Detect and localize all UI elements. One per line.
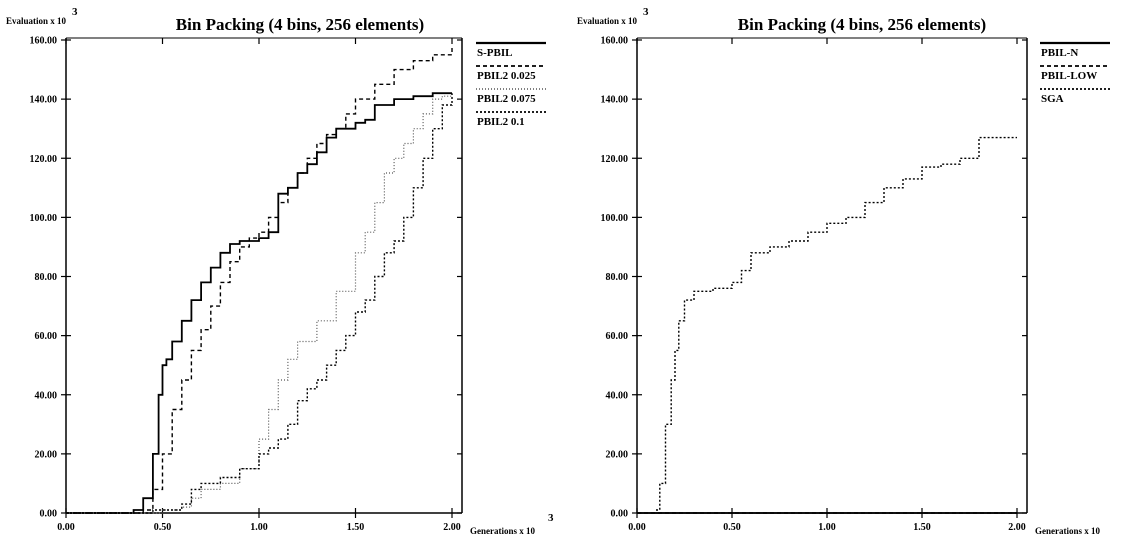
x-tick-label: 2.00 (443, 522, 461, 533)
y-axis-label: Evaluation x 10 (577, 16, 638, 26)
x-tick-label: 1.50 (913, 522, 931, 533)
y-tick-label: 0.00 (40, 509, 58, 520)
y-tick-label: 20.00 (606, 449, 629, 460)
series-line-1 (66, 45, 453, 514)
legend-label-0: PBIL-N (1041, 47, 1078, 59)
x-axis-label: Generations x 10 (1035, 526, 1100, 536)
y-axis-label-exponent: 3 (72, 6, 78, 18)
legend-label-1: PBIL2 0.025 (477, 70, 536, 82)
y-tick-label: 40.00 (35, 390, 58, 401)
series-line-2 (66, 93, 453, 514)
y-tick-label: 80.00 (35, 272, 58, 283)
y-tick-label: 40.00 (606, 390, 629, 401)
legend-label-3: PBIL2 0.1 (477, 116, 525, 128)
chart-title: Bin Packing (4 bins, 256 elements) (176, 15, 424, 34)
x-axis-label-exponent: 3 (548, 512, 554, 524)
series-line-0 (66, 92, 452, 514)
series-line-3 (66, 93, 453, 514)
y-tick-label: 140.00 (30, 95, 58, 106)
y-tick-label: 140.00 (601, 95, 629, 106)
x-tick-label: 1.50 (347, 522, 365, 533)
chart-left: Bin Packing (4 bins, 256 elements) Evalua… (6, 6, 554, 536)
y-tick-label: 60.00 (35, 331, 58, 342)
x-tick-label: 1.00 (250, 522, 268, 533)
y-tick-label: 0.00 (611, 509, 629, 520)
y-tick-label: 100.00 (601, 213, 629, 224)
y-tick-label: 60.00 (606, 331, 629, 342)
legend-label-0: S-PBIL (477, 47, 512, 59)
y-axis-label: Evaluation x 10 (6, 16, 67, 26)
y-axis-label-exponent: 3 (643, 6, 649, 18)
legend-label-1: PBIL-LOW (1041, 70, 1097, 82)
legend-label-2: SGA (1041, 93, 1064, 105)
y-tick-label: 160.00 (30, 36, 58, 47)
y-tick-label: 120.00 (601, 154, 629, 165)
chart-title: Bin Packing (4 bins, 256 elements) (738, 15, 986, 34)
x-tick-label: 0.00 (628, 522, 646, 533)
series-line-2 (656, 136, 1017, 511)
x-tick-label: 0.50 (723, 522, 741, 533)
legend-label-2: PBIL2 0.075 (477, 93, 536, 105)
y-tick-label: 120.00 (30, 154, 58, 165)
x-tick-label: 2.00 (1008, 522, 1026, 533)
chart-right: Bin Packing (4 bins, 256 elements) Evalua… (577, 6, 1110, 536)
y-tick-label: 100.00 (30, 213, 58, 224)
x-tick-label: 0.50 (154, 522, 172, 533)
y-tick-label: 160.00 (601, 36, 629, 47)
x-axis-label: Generations x 10 (470, 526, 535, 536)
x-tick-label: 1.00 (818, 522, 836, 533)
x-tick-label: 0.00 (57, 522, 75, 533)
y-tick-label: 20.00 (35, 449, 58, 460)
y-tick-label: 80.00 (606, 272, 629, 283)
